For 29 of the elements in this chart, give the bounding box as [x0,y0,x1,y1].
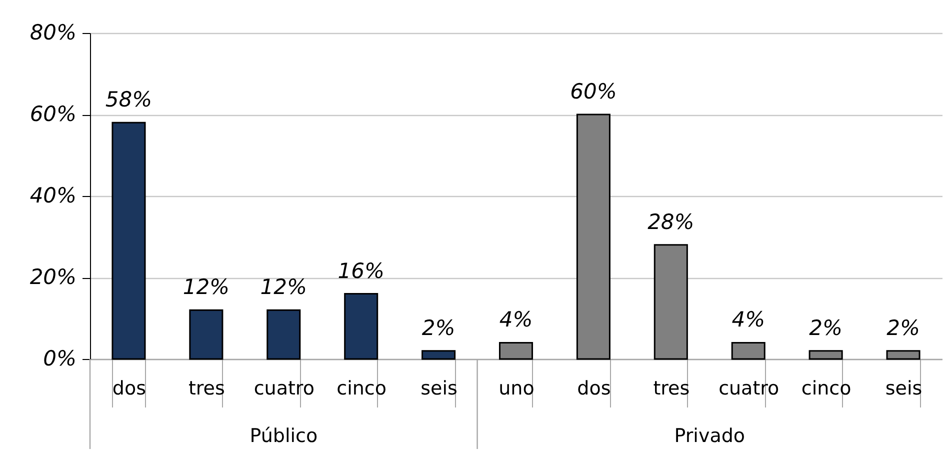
data-label: 2% [809,316,842,340]
data-label: 12% [182,275,230,300]
y-tick-label: 20% [30,265,76,289]
text: Público [250,425,318,447]
data-label: 2% [886,316,920,340]
data-label: 4% [732,308,766,332]
x-tick-label: dos [577,378,611,400]
x-tick-label: cinco [801,378,852,400]
data-label: 2% [422,316,456,340]
data-label: 28% [648,210,694,234]
data-label: 16% [338,258,384,283]
text: Privado [674,425,746,447]
x-tick-label: cuatro [254,378,314,400]
x-tick-label: seis [420,378,458,400]
x-tick-label: cuatro [718,378,780,400]
x-tick-label: dos [112,378,146,400]
data-label: 12% [260,275,307,300]
x-tick-label: tres [653,378,690,400]
y-tick-label: 60% [30,102,76,126]
x-tick-label: uno [498,378,534,400]
data-label: 60% [570,80,617,104]
x-tick-label: cinco [336,378,387,400]
y-tick-label: 40% [30,184,76,208]
y-tick-label: 0% [43,346,76,370]
data-label: 4% [499,308,533,332]
x-tick-label: tres [188,378,225,400]
x-tick-label: seis [885,378,922,400]
data-label: 58% [105,88,152,112]
y-tick-label: 80% [30,20,76,44]
